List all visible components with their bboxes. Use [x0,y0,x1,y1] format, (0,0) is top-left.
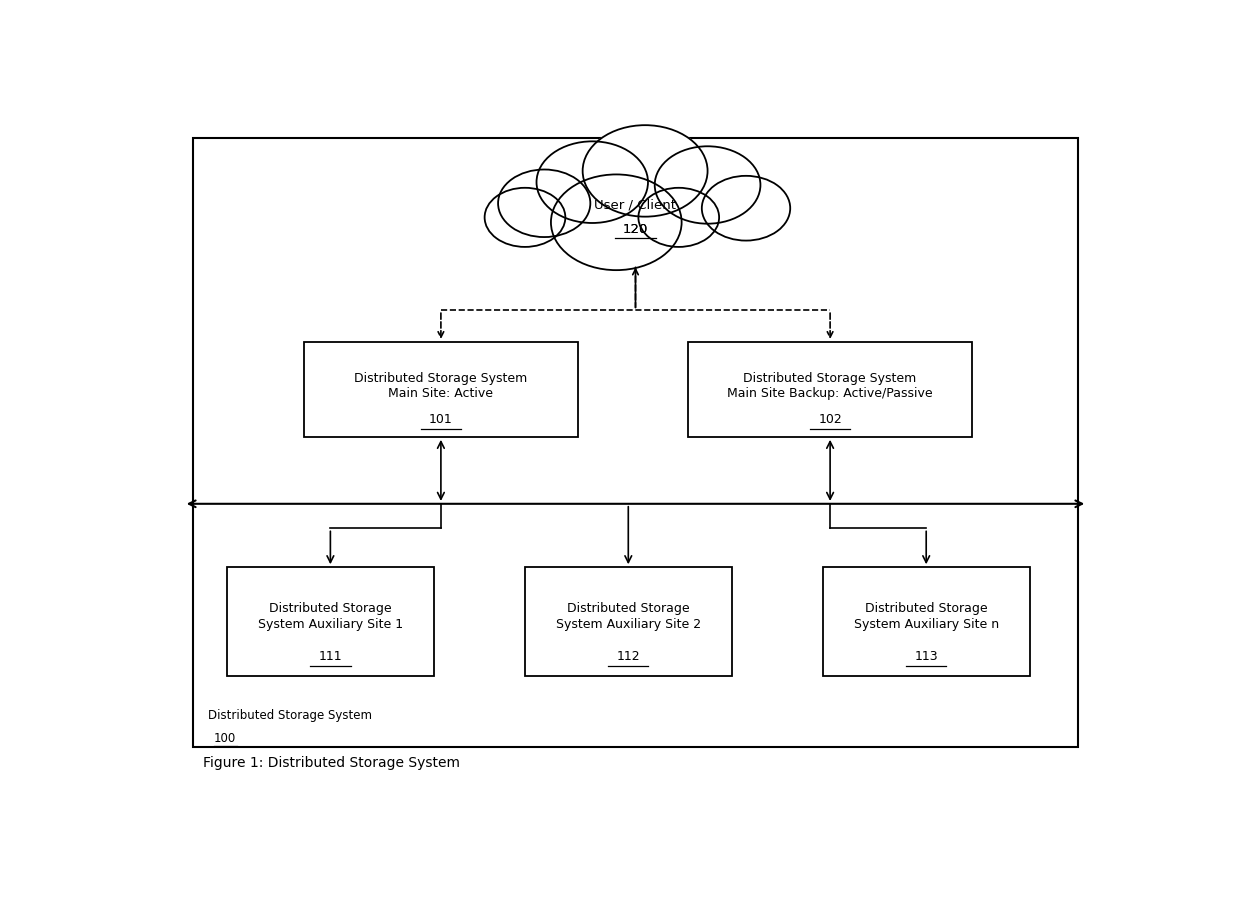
Text: Distributed Storage System: Distributed Storage System [355,371,527,385]
Text: Figure 1: Distributed Storage System: Figure 1: Distributed Storage System [203,756,460,770]
Circle shape [551,175,682,271]
Text: User / Client: User / Client [594,198,677,211]
Circle shape [537,142,649,223]
Text: Distributed Storage: Distributed Storage [269,602,392,615]
Text: Main Site: Active: Main Site: Active [388,387,494,400]
Circle shape [639,187,719,247]
Text: 120: 120 [622,223,649,236]
Text: System Auxiliary Site n: System Auxiliary Site n [853,618,998,631]
Text: Distributed Storage: Distributed Storage [567,602,689,615]
FancyBboxPatch shape [823,567,1029,676]
Text: 113: 113 [914,650,937,663]
FancyBboxPatch shape [525,567,732,676]
FancyBboxPatch shape [304,342,578,437]
Text: System Auxiliary Site 1: System Auxiliary Site 1 [258,618,403,631]
Text: 100: 100 [215,731,237,745]
Circle shape [485,187,565,247]
Circle shape [702,175,790,240]
Text: 120: 120 [622,223,649,236]
Text: 101: 101 [429,413,453,426]
Text: System Auxiliary Site 2: System Auxiliary Site 2 [556,618,701,631]
Circle shape [498,169,590,237]
Text: 102: 102 [818,413,842,426]
Text: 111: 111 [319,650,342,663]
FancyBboxPatch shape [688,342,972,437]
Text: Distributed Storage: Distributed Storage [864,602,987,615]
FancyBboxPatch shape [193,138,1078,747]
Text: Distributed Storage System: Distributed Storage System [208,709,372,722]
Text: Main Site Backup: Active/Passive: Main Site Backup: Active/Passive [728,387,932,400]
FancyBboxPatch shape [227,567,434,676]
Text: Distributed Storage System: Distributed Storage System [744,371,916,385]
Circle shape [583,125,708,217]
Text: 112: 112 [616,650,640,663]
Circle shape [655,146,760,224]
